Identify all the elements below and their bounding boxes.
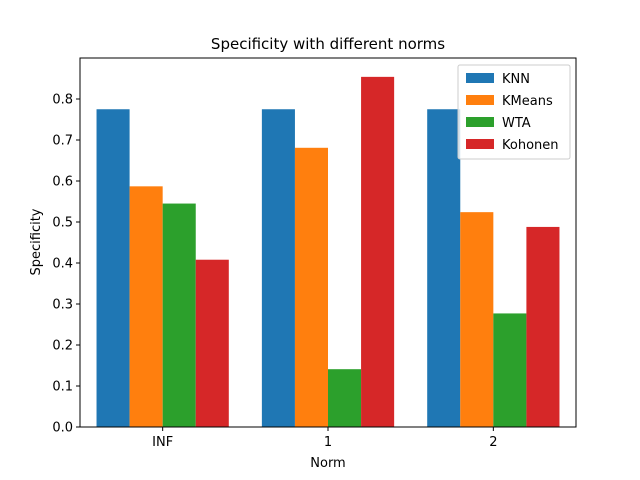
bar-kohonen-2 — [526, 226, 560, 427]
bar-kohonen-1 — [361, 76, 395, 428]
bar-kmeans-1 — [294, 147, 328, 428]
y-tick-label: 0.6 — [52, 175, 73, 190]
chart-title: Specificity with different norms — [211, 35, 445, 53]
legend-label-knn: KNN — [502, 72, 530, 87]
legend-swatch-kmeans — [466, 95, 494, 105]
plot-area: 0.0 0.1 0.2 0.3 0.4 0.5 0.6 0.7 0.8 INF 1 2 — [52, 57, 577, 450]
bar-wta-1 — [328, 369, 362, 427]
bar-knn-2 — [427, 109, 461, 427]
y-axis-label: Specificity — [29, 208, 44, 275]
x-tick-label: INF — [152, 435, 173, 450]
bar-kmeans-inf — [129, 186, 163, 427]
legend: KNN KMeans WTA Kohonen — [457, 64, 571, 160]
bar-wta-inf — [162, 203, 196, 427]
y-tick-label: 0.7 — [52, 134, 73, 149]
legend-swatch-kohonen — [466, 139, 494, 149]
legend-label-kmeans: KMeans — [502, 94, 553, 109]
legend-label-wta: WTA — [502, 116, 531, 131]
bar-knn-inf — [96, 109, 130, 427]
bar-wta-2 — [493, 313, 527, 427]
y-tick-label: 0.8 — [52, 93, 73, 108]
x-tick-label: 2 — [489, 435, 497, 450]
x-tick-label: 1 — [324, 435, 332, 450]
y-tick-label: 0.4 — [52, 257, 73, 272]
y-tick-label: 0.3 — [52, 298, 73, 313]
legend-swatch-knn — [466, 73, 494, 83]
legend-swatch-wta — [466, 117, 494, 127]
legend-label-kohonen: Kohonen — [502, 138, 559, 153]
bar-kmeans-2 — [460, 212, 494, 427]
y-tick-label: 0.2 — [52, 339, 73, 354]
y-tick-label: 0.1 — [52, 380, 73, 395]
bar-knn-1 — [261, 109, 295, 427]
y-tick-label: 0.5 — [52, 216, 73, 231]
x-axis-label: Norm — [310, 456, 345, 471]
bar-kohonen-inf — [195, 259, 229, 427]
y-tick-label: 0.0 — [52, 421, 73, 436]
legend-box — [457, 64, 571, 160]
